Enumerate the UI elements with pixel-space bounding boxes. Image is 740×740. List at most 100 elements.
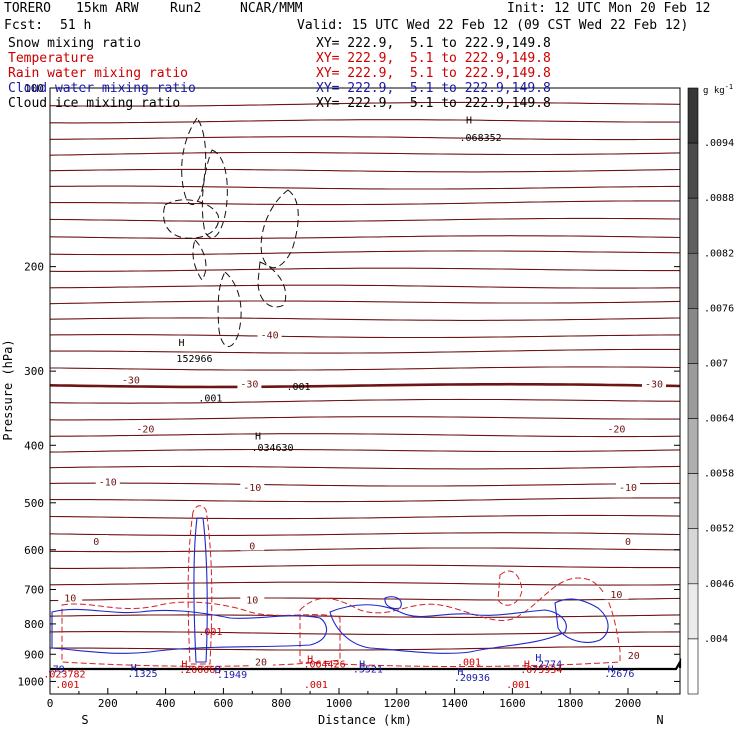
temperature-contour <box>49 532 681 537</box>
colorbar-unit: g kg-1 <box>703 83 733 96</box>
field-name-snow: Snow mixing ratio <box>8 36 142 51</box>
colorbar-segment <box>687 87 699 144</box>
valid-time: Valid: 15 UTC Wed 22 Feb 12 (09 CST Wed … <box>297 18 689 33</box>
temperature-contour <box>50 497 680 503</box>
cloud-ice-contour <box>192 239 207 281</box>
temperature-contour <box>49 416 680 421</box>
temperature-contour <box>49 465 681 470</box>
temperature-contour <box>49 433 681 438</box>
temperature-contour <box>50 645 680 651</box>
temperature-label: -20 <box>136 425 154 436</box>
mixing-ratio-label: H <box>215 666 221 677</box>
temperature-contour <box>49 250 681 256</box>
temperature-label-bg <box>621 649 646 661</box>
mixing-ratio-label: H <box>535 653 541 664</box>
mixing-ratio-label: .2676 <box>604 669 634 680</box>
cloud-water-contour <box>554 598 609 643</box>
mixing-ratio-label: H <box>131 663 137 674</box>
temperature-label-bg <box>133 422 158 434</box>
x-tick-label: 400 <box>156 697 176 710</box>
x-tick-label: 1200 <box>384 697 411 710</box>
field-name-cloud-water: Cloud water mixing ratio <box>8 81 196 96</box>
model-resolution: 15km ARW <box>76 1 139 16</box>
temperature-contour <box>50 136 681 141</box>
temperature-label: -10 <box>243 483 261 494</box>
init-time: Init: 12 UTC Mon 20 Feb 12 <box>507 1 711 16</box>
temperature-label-bg <box>95 475 120 487</box>
colorbar-tick-label: .0058 <box>704 469 734 480</box>
field-xy-cloud-water: XY= 222.9, 5.1 to 222.9,149.8 <box>316 81 551 96</box>
temperature-contour <box>49 597 681 602</box>
mixing-ratio-label: H <box>457 667 463 678</box>
temperature-label: 10 <box>64 593 76 604</box>
y-tick-label: 300 <box>24 365 44 378</box>
y-tick-label: 800 <box>24 618 44 631</box>
mixing-ratio-label: .001 <box>506 680 530 691</box>
field-name-cloud-ice: Cloud ice mixing ratio <box>8 96 181 111</box>
cloud-water-contour <box>329 604 567 654</box>
colorbar-tick-label: .0076 <box>704 303 734 314</box>
endpoint-left: S <box>81 713 88 727</box>
temperature-label-bg <box>58 591 83 603</box>
temperature-label-bg <box>84 535 109 547</box>
temperature-label-bg <box>237 377 262 389</box>
mixing-ratio-label: .023782 <box>43 670 85 681</box>
field-xy-rain: XY= 222.9, 5.1 to 222.9,149.8 <box>316 66 551 81</box>
colorbar-tick-label: .0052 <box>704 524 734 535</box>
x-tick-label: 600 <box>213 697 233 710</box>
temperature-contour <box>49 284 680 289</box>
mixing-ratio-label: .001 <box>55 680 79 691</box>
colorbar-segment <box>687 528 699 585</box>
temperature-label: -10 <box>619 483 637 494</box>
temperature-contour <box>49 300 681 305</box>
temperature-label: 0 <box>625 537 631 548</box>
temperature-label: -30 <box>645 380 663 391</box>
temperature-label-bg <box>240 539 265 551</box>
temperature-contour <box>49 547 680 553</box>
temperature-label-bg <box>615 535 640 547</box>
rain-water-contour <box>187 505 213 665</box>
temperature-contour <box>50 200 680 206</box>
x-tick-label: 800 <box>271 697 291 710</box>
cloud-ice-contour <box>163 199 220 239</box>
colorbar-segment <box>687 638 699 695</box>
temperature-contour <box>49 514 681 520</box>
colorbar-tick-label: .007 <box>704 358 728 369</box>
field-xy-cloud-ice: XY= 222.9, 5.1 to 222.9,149.8 <box>316 96 551 111</box>
mixing-ratio-label: .1949 <box>217 670 247 681</box>
colorbar-tick-label: .0088 <box>704 193 734 204</box>
cloud-ice-contour <box>260 189 299 268</box>
mixing-ratio-label: 152966 <box>176 354 212 365</box>
mixing-ratio-label: .001 <box>286 382 310 393</box>
temperature-label: 20 <box>628 651 640 662</box>
run-name: Run2 <box>170 1 202 16</box>
temperature-contour <box>49 217 681 223</box>
mixing-ratio-label: H <box>178 338 184 349</box>
temperature-label-bg <box>240 480 265 492</box>
x-tick-label: 0 <box>47 697 54 710</box>
x-axis-label: Distance (km) <box>318 713 412 727</box>
mixing-ratio-label: .2774 <box>532 659 562 670</box>
temperature-label-bg <box>615 480 640 492</box>
y-tick-label: 1000 <box>18 675 45 688</box>
rain-water-contour <box>61 601 341 667</box>
mixing-ratio-label: .064426 <box>303 659 345 670</box>
temperature-label: 10 <box>610 590 622 601</box>
temperature-contour <box>49 581 681 586</box>
y-tick-label: 400 <box>24 439 44 452</box>
contour-labels: -30 -40 -30 -30 -20 -20 -10 -10 -10 0 0 0 10 10 10 20 20… <box>43 115 666 691</box>
temperature-label: -20 <box>607 425 625 436</box>
temperature-label: 0 <box>93 537 99 548</box>
mixing-ratio-label: .20936 <box>454 673 490 684</box>
y-tick-label: 700 <box>24 584 44 597</box>
colorbar-segment <box>687 142 699 199</box>
colorbar-segment <box>687 583 699 640</box>
colorbar-tick-label: .0046 <box>704 579 734 590</box>
mixing-ratio-label: .001 <box>457 657 481 668</box>
mixing-ratio-label: H <box>181 659 187 670</box>
temperature-label: 20 <box>255 657 267 668</box>
y-tick-label: 100 <box>24 82 44 95</box>
temperature-label: -10 <box>99 477 117 488</box>
mixing-ratio-contours <box>50 117 682 671</box>
org-name: NCAR/MMM <box>240 1 303 16</box>
